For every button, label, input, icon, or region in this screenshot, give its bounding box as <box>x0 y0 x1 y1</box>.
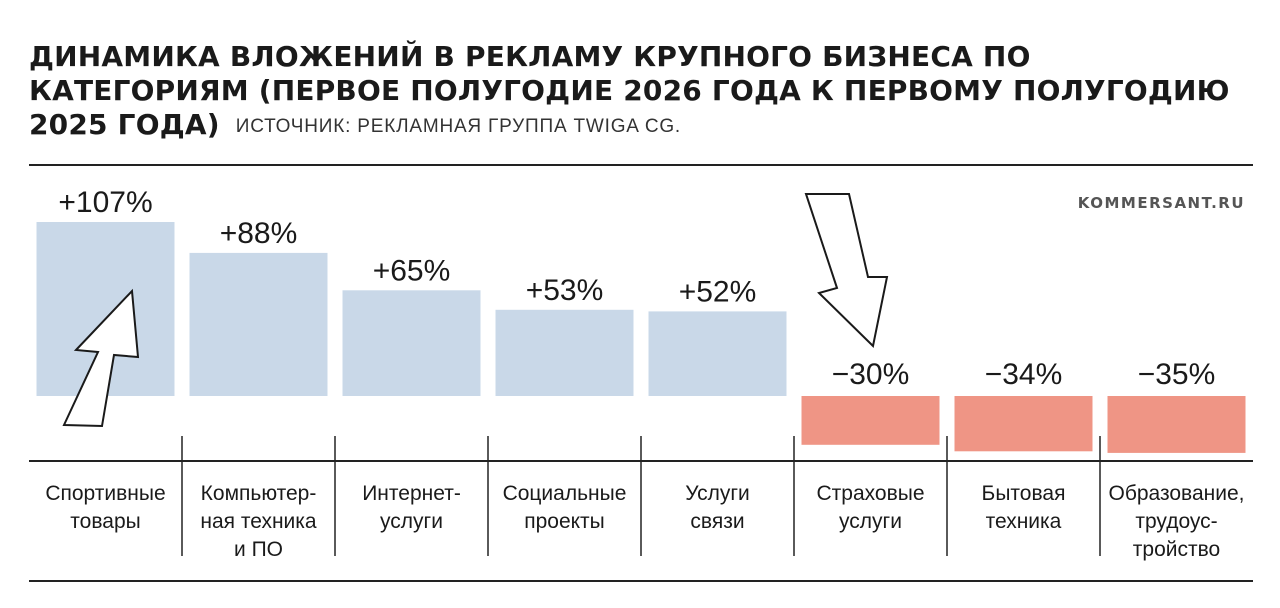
brand-label: KOMMERSANT.RU <box>1077 194 1245 212</box>
category-label-line: проекты <box>524 510 605 533</box>
source-note: ИСТОЧНИК: РЕКЛАМНАЯ ГРУППА TWIGA CG. <box>235 116 681 137</box>
category-label-line: Компьютер- <box>201 482 317 505</box>
chart-title-text: ДИНАМИКА ВЛОЖЕНИЙ В РЕКЛАМУ КРУПНОГО БИЗ… <box>29 40 1230 141</box>
value-label-4: +53% <box>526 274 604 307</box>
chart-title: ДИНАМИКА ВЛОЖЕНИЙ В РЕКЛАМУ КРУПНОГО БИЗ… <box>29 40 1259 144</box>
category-label-line: Образование, <box>1109 482 1245 505</box>
bar-6 <box>801 396 940 445</box>
value-label-6: −30% <box>832 358 910 391</box>
category-label-line: трудоус- <box>1135 510 1217 533</box>
top-rule <box>29 164 1253 166</box>
category-label-line: ная техника <box>200 510 317 533</box>
category-label-8: Образование, трудоус-тройство <box>1109 482 1245 561</box>
category-label-1: Спортивные товары <box>45 482 165 533</box>
value-labels-group: +107% +88% +65% +53% +52% −30% −34% −35% <box>58 186 1215 391</box>
category-label-line: Бытовая <box>982 482 1066 505</box>
category-label-line: Интернет- <box>362 482 461 505</box>
category-label-2: Компьютер-ная техника и ПО <box>200 482 317 561</box>
value-label-3: +65% <box>373 254 451 287</box>
category-label-5: Услуги связи <box>685 482 750 533</box>
bar-8 <box>1107 396 1246 453</box>
arrow-up-icon <box>62 288 140 428</box>
bar-7 <box>954 396 1093 452</box>
bar-4 <box>495 309 634 396</box>
bars-group <box>36 222 1246 453</box>
category-label-line: товары <box>70 510 140 533</box>
value-label-8: −35% <box>1138 358 1216 391</box>
category-dividers <box>181 436 1101 556</box>
category-label-line: услуги <box>380 510 443 533</box>
category-label-line: Страховые <box>816 482 924 505</box>
category-label-line: Услуги <box>685 482 750 505</box>
value-label-2: +88% <box>220 217 298 250</box>
category-label-3: Интернет-услуги <box>362 482 461 533</box>
category-label-4: Социальные проекты <box>503 482 627 533</box>
category-label-7: Бытовая техника <box>982 482 1066 533</box>
arrow-down-icon <box>804 193 889 349</box>
category-label-line: Социальные <box>503 482 627 505</box>
category-labels-group: Спортивные товары Компьютер-ная техника и П… <box>45 482 1244 561</box>
category-label-6: Страховые услуги <box>816 482 924 533</box>
value-label-1: +107% <box>58 186 152 219</box>
category-label-line: тройство <box>1133 538 1220 561</box>
value-label-5: +52% <box>679 275 757 308</box>
bar-2 <box>189 252 328 396</box>
category-label-line: техника <box>986 510 1062 533</box>
bar-3 <box>342 290 481 396</box>
category-label-line: Спортивные <box>45 482 165 505</box>
category-label-line: связи <box>690 510 744 533</box>
category-label-line: услуги <box>839 510 902 533</box>
bar-5 <box>648 311 787 396</box>
value-label-7: −34% <box>985 358 1063 391</box>
category-label-line: и ПО <box>234 538 283 561</box>
